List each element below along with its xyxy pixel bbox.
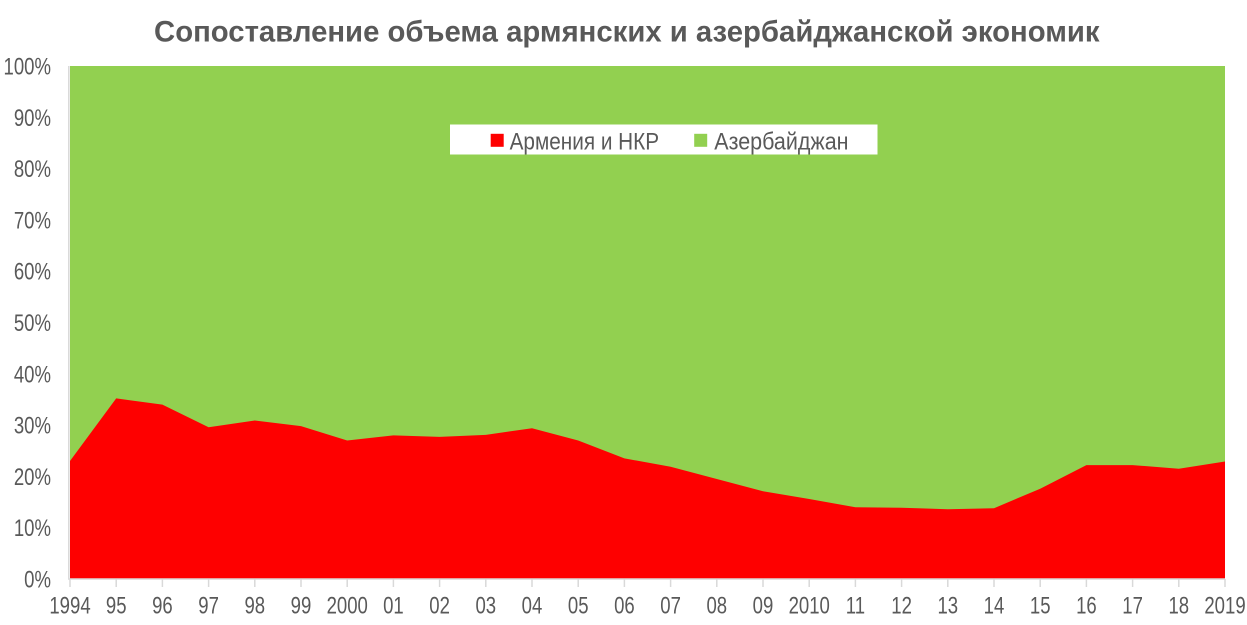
svg-text:08: 08	[706, 592, 727, 619]
svg-text:100%: 100%	[4, 53, 51, 80]
svg-text:2000: 2000	[327, 592, 368, 619]
svg-text:Сопоставление объема армянских: Сопоставление объема армянских и азербай…	[154, 16, 1100, 49]
svg-text:10%: 10%	[14, 515, 51, 542]
svg-text:11: 11	[846, 592, 865, 619]
svg-text:01: 01	[383, 592, 404, 619]
svg-text:13: 13	[937, 592, 958, 619]
svg-text:98: 98	[244, 592, 265, 619]
svg-text:Армения и НКР: Армения и НКР	[510, 128, 659, 155]
svg-text:70%: 70%	[14, 207, 51, 234]
svg-text:20%: 20%	[14, 464, 51, 491]
svg-text:40%: 40%	[14, 361, 51, 388]
svg-text:96: 96	[152, 592, 173, 619]
svg-text:0%: 0%	[24, 566, 51, 593]
svg-text:04: 04	[522, 592, 543, 619]
svg-text:50%: 50%	[14, 310, 51, 337]
svg-text:95: 95	[106, 592, 127, 619]
svg-text:03: 03	[475, 592, 496, 619]
svg-text:12: 12	[891, 592, 912, 619]
svg-text:05: 05	[568, 592, 589, 619]
svg-text:14: 14	[984, 592, 1005, 619]
svg-text:15: 15	[1030, 592, 1051, 619]
svg-text:1994: 1994	[49, 592, 90, 619]
svg-text:90%: 90%	[14, 105, 51, 132]
svg-text:06: 06	[614, 592, 635, 619]
svg-text:99: 99	[291, 592, 312, 619]
svg-text:97: 97	[198, 592, 219, 619]
svg-text:02: 02	[429, 592, 450, 619]
svg-text:60%: 60%	[14, 259, 51, 286]
svg-text:17: 17	[1122, 592, 1143, 619]
svg-text:07: 07	[660, 592, 681, 619]
svg-text:18: 18	[1168, 592, 1189, 619]
svg-text:16: 16	[1076, 592, 1097, 619]
svg-text:80%: 80%	[14, 156, 51, 183]
svg-text:30%: 30%	[14, 412, 51, 439]
svg-text:09: 09	[753, 592, 774, 619]
svg-text:2019: 2019	[1204, 592, 1245, 619]
svg-text:Азербайджан: Азербайджан	[714, 127, 848, 154]
svg-text:2010: 2010	[789, 592, 830, 619]
